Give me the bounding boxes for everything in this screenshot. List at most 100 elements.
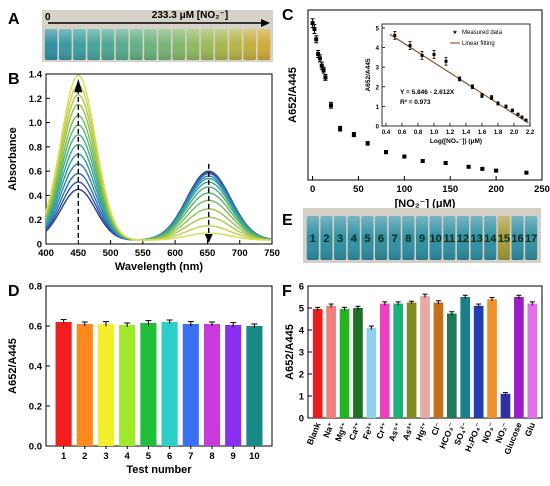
data-point (316, 51, 321, 56)
y-tick-label: 0.2 (29, 402, 42, 413)
series-line (45, 134, 271, 241)
x-tick-label: 100 (396, 184, 412, 195)
inset-data-point (470, 85, 474, 89)
x-tick-label: 9 (231, 451, 236, 462)
x-tick-label: 500 (103, 248, 119, 259)
vial-e-number: 9 (419, 233, 425, 245)
x-tick-label: Cl⁻ (429, 421, 443, 437)
chart-b: 400 450 500 550 600 650 700 750 0 0.2 0.4 0.6 0.8 1.0… (7, 70, 280, 274)
vial-a-shade (115, 29, 129, 60)
data-point (338, 126, 343, 131)
y-tick-label: 0 (299, 414, 304, 425)
vial-e-shade (470, 216, 483, 260)
panel-e: E 1 2 3 4 5 6 7 8 9 10 11 12 13 14 15 16 17 (282, 208, 541, 263)
vial-e-number: 12 (457, 233, 469, 245)
vial-e-shade (334, 216, 347, 260)
panel-e-vials: 1 2 3 4 5 6 7 8 9 10 11 12 13 14 15 16 17 (306, 216, 537, 260)
vial-a-shade (229, 29, 242, 60)
y-tick-label: 0.4 (29, 191, 43, 202)
panel-e-letter: E (282, 212, 293, 229)
vial-e-number: 2 (323, 233, 329, 245)
inset-data-point (516, 112, 520, 116)
data-point (319, 63, 324, 68)
data-point (351, 132, 356, 137)
bar (420, 295, 430, 418)
x-tick-label: 3 (103, 451, 108, 462)
legend-label: Linear fitting (462, 41, 495, 47)
y-tick-label: 0.6 (29, 322, 42, 333)
y-tick-label: 5 (299, 304, 305, 315)
chart-c-frame (307, 9, 543, 181)
series-line (45, 114, 271, 241)
inset-data-point (432, 52, 436, 56)
y-tick-label: 6 (299, 282, 304, 293)
x-tick-label: 5 (146, 451, 152, 462)
x-tick-label: 2 (82, 451, 87, 462)
panel-a-start-label: 0 (45, 12, 51, 23)
bar (514, 297, 524, 418)
x-tick-label: 400 (38, 248, 54, 259)
x-tick-label: 700 (232, 248, 248, 259)
x-tick-label: 8 (209, 451, 214, 462)
x-axis-label: Wavelength (nm) (115, 261, 204, 273)
bar (97, 324, 115, 446)
bar (312, 309, 323, 418)
y-tick-label: 1.2 (29, 94, 42, 105)
x-tick-label: 550 (135, 248, 151, 259)
x-tick-label: 650 (199, 248, 215, 259)
chart-b-frame (45, 73, 273, 245)
inset-x-tick-label: 1.0 (430, 130, 439, 136)
inset-x-tick-label: 0.8 (414, 130, 423, 136)
panel-a-arrowhead (261, 19, 270, 27)
inset-data-point (420, 53, 424, 57)
vial-a-shade (215, 29, 228, 60)
vial-e-number: 11 (443, 233, 455, 245)
chart-c: 0 50 100 150 200 250[NO₂⁻] (μM)A652/A445 (287, 9, 550, 210)
vial-e-number: 7 (392, 233, 398, 245)
data-point (466, 164, 471, 169)
x-tick-label: Hg²⁺ (414, 421, 430, 442)
vial-a-shade (200, 29, 214, 60)
bar (366, 327, 377, 418)
panel-a: A 0 233.3 μM [NO₂⁻] (8, 10, 273, 62)
bar (119, 325, 136, 446)
x-tick-label: 200 (488, 184, 504, 195)
panel-a-end-label: 233.3 μM [NO₂⁻] (152, 10, 228, 21)
data-point (314, 37, 319, 42)
inset-data-point (480, 94, 484, 98)
data-point (420, 158, 425, 163)
x-axis-label: Test number (126, 464, 192, 476)
vial-a-shade (243, 29, 257, 60)
chart-d: 0.0 0.2 0.4 0.6 0.8 1 2 3 4 5 6 7 8 9 10 Test number A65… (7, 282, 273, 476)
panel-c-letter: C (282, 7, 294, 24)
inset-x-axis-label: Log([NO₂⁻]) (μM) (430, 138, 482, 145)
vial-e-number: 4 (351, 233, 358, 245)
vial-a-shade (58, 29, 72, 60)
panel-d-letter: D (8, 283, 20, 300)
vial-e-shade (306, 216, 319, 260)
fit-equation: Y = 5.846 - 2.612X (400, 89, 455, 96)
y-tick-label: 0.8 (29, 142, 42, 153)
x-tick-label: Mg²⁺ (333, 421, 350, 443)
data-point (317, 56, 322, 61)
y-tick-label: 0.4 (29, 362, 43, 373)
y-tick-label: 0 (37, 240, 42, 251)
vial-e-number: 17 (525, 233, 537, 245)
x-tick-label: Blank (305, 421, 323, 446)
x-tick-label: 10 (249, 451, 260, 462)
inset-y-tick-label: 1 (376, 105, 380, 111)
bar (500, 393, 511, 418)
panel-f-letter: F (282, 283, 292, 300)
vial-a-shade (73, 29, 86, 60)
inset-data-point (458, 77, 462, 81)
vial-a-shade (144, 29, 157, 60)
bar (339, 309, 350, 418)
vial-e-number: 16 (511, 233, 523, 245)
inset-x-tick-label: 1.6 (478, 130, 487, 136)
x-tick-label: Fe³⁺ (360, 421, 376, 441)
chart-c-inset: 0.4 0.6 0.8 1.0 1.2 1.4 1.6 1.8 2.0 2.2 0 1 2 3 4 5 Log(… (365, 23, 535, 145)
inset-y-tick-label: 3 (376, 66, 380, 72)
vial-e-shade (388, 216, 401, 260)
y-tick-label: 0.8 (29, 282, 42, 293)
